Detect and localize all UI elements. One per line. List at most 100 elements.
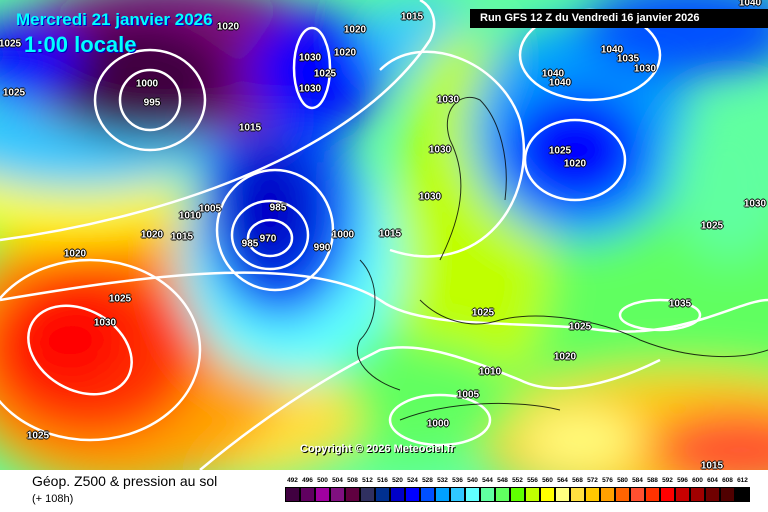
pressure-label: 970	[259, 233, 277, 245]
scale-cell: 576	[599, 477, 615, 502]
scale-swatch	[509, 487, 525, 502]
run-banner: Run GFS 12 Z du Vendredi 16 janvier 2026	[470, 9, 768, 28]
scale-cell: 580	[614, 477, 630, 502]
scale-cell: 584	[629, 477, 645, 502]
scale-tick: 496	[302, 477, 313, 484]
pressure-label: 1010	[478, 366, 502, 378]
map-title: Géop. Z500 & pression au sol	[32, 473, 218, 489]
pressure-label: 1040	[548, 77, 572, 89]
pressure-label: 1020	[563, 158, 587, 170]
scale-tick: 564	[557, 477, 568, 484]
scale-tick: 580	[617, 477, 628, 484]
scale-cell: 592	[659, 477, 675, 502]
pressure-label: 1020	[216, 21, 240, 33]
scale-tick: 540	[467, 477, 478, 484]
pressure-label: 1035	[616, 53, 640, 65]
pressure-label: 1015	[238, 122, 262, 134]
pressure-label: 1025	[2, 87, 26, 99]
scale-tick: 568	[572, 477, 583, 484]
scale-swatch	[374, 487, 390, 502]
scale-swatch	[599, 487, 615, 502]
pressure-label: 1030	[298, 52, 322, 64]
scale-swatch	[344, 487, 360, 502]
pressure-label: 1030	[418, 191, 442, 203]
pressure-label: 990	[313, 242, 331, 254]
pressure-label: 1000	[426, 418, 450, 430]
pressure-label: 1020	[63, 248, 87, 260]
pressure-label: 1025	[548, 145, 572, 157]
scale-swatch	[554, 487, 570, 502]
pressure-label: 1005	[198, 203, 222, 215]
scale-tick: 600	[692, 477, 703, 484]
scale-swatch	[329, 487, 345, 502]
copyright: Copyright © 2026 Meteociel.fr	[300, 443, 455, 455]
scale-tick: 604	[707, 477, 718, 484]
scale-tick: 528	[422, 477, 433, 484]
scale-tick: 608	[722, 477, 733, 484]
scale-tick: 612	[737, 477, 748, 484]
pressure-label: 1030	[93, 317, 117, 329]
scale-tick: 548	[497, 477, 508, 484]
pressure-label: 1040	[541, 68, 565, 80]
scale-cell: 548	[494, 477, 510, 502]
pressure-label: 1040	[600, 44, 624, 56]
scale-tick: 536	[452, 477, 463, 484]
pressure-label: 1005	[456, 389, 480, 401]
scale-swatch	[644, 487, 660, 502]
scale-cell: 552	[509, 477, 525, 502]
scale-tick: 500	[317, 477, 328, 484]
pressure-label: 1010	[178, 210, 202, 222]
pressure-label: 1030	[298, 83, 322, 95]
pressure-label: 1015	[378, 228, 402, 240]
scale-cell: 544	[479, 477, 495, 502]
scale-swatch	[584, 487, 600, 502]
pressure-label: 1025	[0, 38, 22, 50]
color-scale: 492 496 500 504 508 512 516 520 524 528 532 536 540 5…	[284, 477, 750, 502]
pressure-label: 1015	[400, 11, 424, 23]
pressure-label: 1000	[135, 78, 159, 90]
scale-cell: 512	[359, 477, 375, 502]
scale-swatch	[419, 487, 435, 502]
scale-cell: 496	[299, 477, 315, 502]
scale-tick: 572	[587, 477, 598, 484]
scale-cell: 524	[404, 477, 420, 502]
scale-cell: 536	[449, 477, 465, 502]
scale-tick: 588	[647, 477, 658, 484]
scale-cell: 504	[329, 477, 345, 502]
pressure-label: 995	[143, 97, 161, 109]
scale-swatch	[659, 487, 675, 502]
scale-tick: 508	[347, 477, 358, 484]
scale-cell: 608	[719, 477, 735, 502]
pressure-label: 1025	[108, 293, 132, 305]
scale-cell: 520	[389, 477, 405, 502]
pressure-label: 1025	[471, 307, 495, 319]
scale-cell: 568	[569, 477, 585, 502]
scale-cell: 588	[644, 477, 660, 502]
scale-cell: 532	[434, 477, 450, 502]
pressure-label: 1025	[700, 220, 724, 232]
pressure-label: 985	[241, 238, 259, 250]
scale-tick: 512	[362, 477, 373, 484]
scale-swatch	[389, 487, 405, 502]
scale-swatch	[674, 487, 690, 502]
scale-swatch	[494, 487, 510, 502]
forecast-date: Mercredi 21 janvier 2026	[16, 10, 213, 29]
pressure-label: 1030	[428, 144, 452, 156]
scale-swatch	[314, 487, 330, 502]
scale-swatch	[704, 487, 720, 502]
forecast-time: 1:00 locale	[24, 32, 137, 57]
scale-cell: 500	[314, 477, 330, 502]
scale-swatch	[719, 487, 735, 502]
scale-tick: 544	[482, 477, 493, 484]
pressure-label: 1020	[333, 47, 357, 59]
scale-tick: 556	[527, 477, 538, 484]
isobars	[0, 0, 768, 470]
pressure-label: 1015	[170, 231, 194, 243]
scale-swatch	[449, 487, 465, 502]
pressure-label: 1025	[568, 321, 592, 333]
scale-cell: 540	[464, 477, 480, 502]
scale-swatch	[629, 487, 645, 502]
pressure-label: 1025	[26, 430, 50, 442]
scale-tick: 504	[332, 477, 343, 484]
scale-swatch	[689, 487, 705, 502]
